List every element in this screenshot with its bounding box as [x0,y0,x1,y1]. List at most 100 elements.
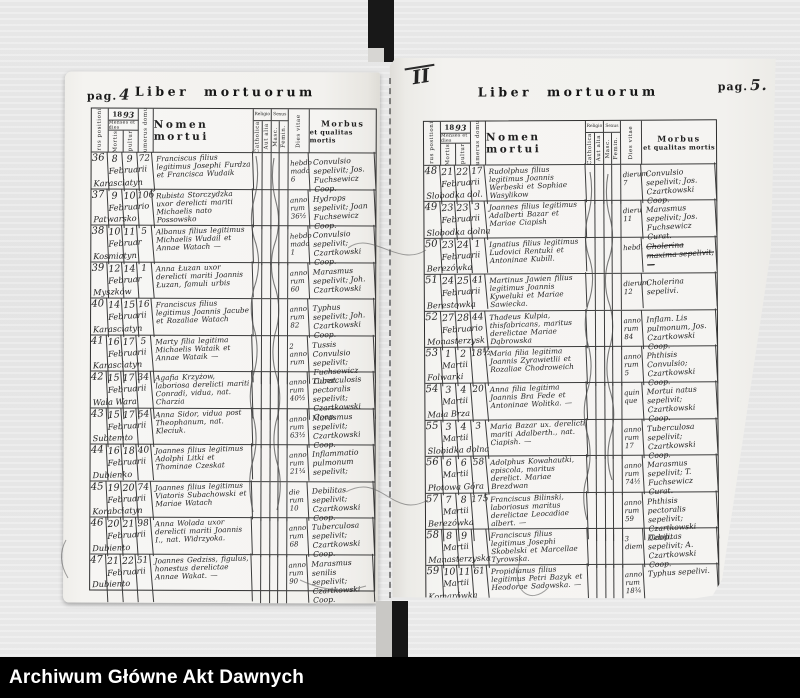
header-catholica: Catholica [586,133,595,165]
cell-religio-alia [597,456,606,495]
header-numerus-domus: Numerus domus [138,108,154,153]
page-title: Liber mortuorum [134,83,316,100]
header-menses-et-dies: Menses et dies [108,120,139,131]
cell-days-of-life: anno rum 63½ [286,408,310,449]
cell-religio-catholica [588,529,597,568]
table-row: 47 21 22 51 Joannes Gedziss, figulus, ho… [88,552,376,605]
table-row: 59 10 11 61 Propidianus filius legitimus… [426,565,718,602]
cell-place: Mała Brza [427,407,471,420]
cell-month: Februarii [107,491,147,505]
table-row: 49 23 23 3 Joannes filius legitimus Adal… [424,201,716,239]
cell-religio-catholica [252,299,263,339]
pag-number-handwritten: 4 [119,85,131,104]
cell-religio-catholica [587,420,596,459]
cell-place: Komarówka [428,589,478,602]
table-row: 37 9 10 106 Rubista Storczydzka uxor der… [90,187,377,231]
cell-place: Wala Wara [92,395,138,407]
table-row: 48 21 22 17 Rudolphus filius legitimus J… [424,164,716,202]
cell-cause-of-death: Cholerina maxima sepelivit; — [642,235,718,275]
cell-month: Februarii [106,564,147,578]
cell-place: Patwarsko [93,212,137,225]
cell-name-of-deceased: Joannes Gedziss, figulus, honestus derel… [151,552,253,604]
cell-name-of-deceased: Martinus Jawien filius legitimus Joannis… [486,272,587,311]
header-masc: Masc. [604,133,612,165]
cell-days-of-life: hebdo mada 1 [287,225,312,266]
cell-name-of-deceased: Anna Wolada uxor derelicti mariti Joanni… [151,516,253,559]
cell-month: Februarii [107,418,147,432]
cell-place: Dubiento [92,541,131,553]
cell-month: Martii [441,358,469,371]
cell-sexus-masc [271,189,280,229]
header-year: 18 93 [108,108,139,121]
cell-sexus-masc [606,565,614,600]
cell-name-of-deceased: Joannes filius legitimus Viatoris Subach… [151,479,254,522]
cell-religio-alia [597,529,606,568]
cell-religio-catholica [252,408,262,448]
table-row: 42 15 17 34 Agafia Krzyżow, laboriosa de… [89,370,376,423]
binding-clamp-top [368,0,394,62]
death-register-table: Nrus positionis 18 93 Menses et dies Mort… [88,107,377,605]
cell-days-of-life: dierum 12 [621,273,644,310]
cell-place: Berezówka [426,261,473,274]
cell-days-of-life: anno rum 74½ [622,455,645,495]
death-register-table: Nrus positionis 18 93 Menses et dies Mort… [423,119,720,602]
page-number-label: pag. 4 [87,86,131,104]
cell-place: Berestowka [426,298,476,311]
binding-clamp-bottom [376,601,408,658]
header-nomen-mortui: Nomen mortui [153,108,254,154]
cell-sexus-masc [606,529,614,568]
cell-name-of-deceased: Ignatius filius legitimus Ludovici Rentu… [486,236,587,275]
header-femina: Femin. [279,121,289,154]
header-femina: Femin. [612,133,621,165]
cell-days-of-life: die rum 10 [286,481,310,522]
cell-days-of-life: anno rum 90 [285,554,310,604]
clamp-dark-part [392,601,408,658]
header-religio: Religio [253,109,272,122]
pag-number-handwritten: 5. [750,76,768,95]
table-row: 38 10 11 5 Albanus filius legitimus Mich… [90,224,377,268]
cell-religio-alia [261,299,272,339]
header-mortis: Mortis [441,144,456,166]
cell-sexus-masc [270,299,280,339]
cell-religio-alia [261,481,271,521]
cell-days-of-life: anno rum 68 [286,517,310,558]
cell-religio-catholica [587,383,596,422]
cell-religio-catholica [252,554,262,603]
cell-religio-alia [262,262,272,299]
book-gutter-seam [389,78,391,598]
cell-month: Martii [442,467,469,480]
cell-religio-catholica [252,518,262,558]
cell-religio-alia [262,189,272,229]
cell-name-of-deceased: Albanus filius legitimus Michaelis Wudai… [152,224,254,267]
cell-cause-of-death: Marasmus senilis sepelivit; Czartkowski … [307,553,376,605]
header-sexus: Sexus [604,121,621,133]
header-menses-et-dies: Menses et dies [441,134,471,144]
cell-religio-alia [596,347,605,386]
header-nrus-positionis: Nrus positionis [91,108,109,153]
cell-religio-catholica [252,481,262,521]
table-row: 58 8 9 Franciscus filius legitimus Josep… [426,528,718,566]
cell-days-of-life: anno rum 5 [621,346,644,386]
header-sexus: Sexus [271,109,289,122]
header-year: 18 93 [441,122,471,134]
cell-place: Dubiento [91,578,131,590]
cell-name-of-deceased: Franciscus filius legitimus Joannis Jacu… [152,297,254,340]
cell-place: Kosmiatyn [93,249,137,261]
cell-days-of-life: hebd. [621,237,644,274]
table-body: 48 21 22 17 Rudolphus filius legitimus J… [424,164,718,601]
table-row: 46 20 21 98 Anna Wolada uxor derelicti m… [89,516,376,560]
cell-days-of-life: anno rum 60 [287,262,311,299]
header-catholica: Catholica [253,121,263,154]
pag-prefix: pag. [86,89,118,103]
cell-place: Karasciatyn [93,176,143,188]
cell-cause-of-death: Inflammatio pulmonum sepelivit; [307,443,376,483]
cell-month: Martii [442,540,470,553]
table-row: 44 16 18 40 Joannes filius legitimus Ado… [89,443,376,483]
cell-sexus-masc [605,310,613,349]
cell-religio-alia [596,420,605,459]
cell-days-of-life: anno rum 36½ [287,189,311,230]
pag-prefix: pag. [717,80,749,94]
header-morbus: Morbus et qualitas mortis [642,120,716,164]
cell-month: Februarii [107,345,147,359]
archive-name-label: Archiwum Główne Akt Dawnych [9,666,305,688]
